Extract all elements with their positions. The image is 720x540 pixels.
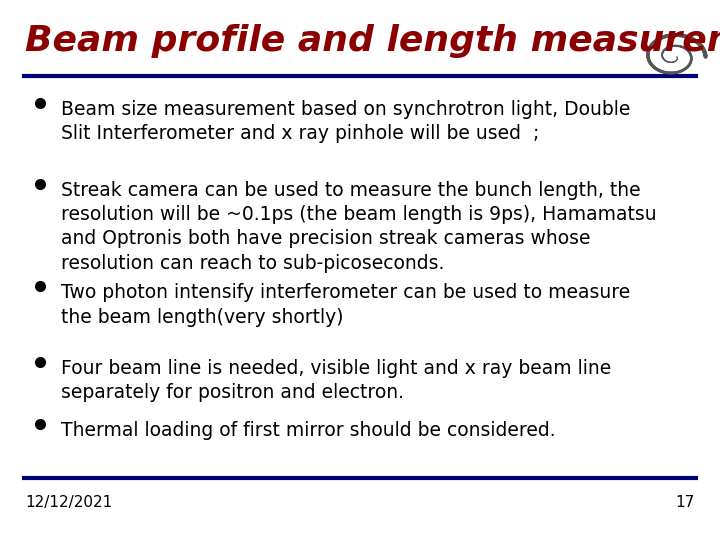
Text: 12/12/2021: 12/12/2021 <box>25 495 112 510</box>
Text: Thermal loading of first mirror should be considered.: Thermal loading of first mirror should b… <box>61 421 556 440</box>
Text: Beam size measurement based on synchrotron light, Double
Slit Interferometer and: Beam size measurement based on synchrotr… <box>61 100 631 143</box>
Text: Four beam line is needed, visible light and x ray beam line
separately for posit: Four beam line is needed, visible light … <box>61 359 611 402</box>
Text: Beam profile and length measurement: Beam profile and length measurement <box>25 24 720 58</box>
Text: Two photon intensify interferometer can be used to measure
the beam length(very : Two photon intensify interferometer can … <box>61 284 631 327</box>
Text: 17: 17 <box>675 495 695 510</box>
Text: Streak camera can be used to measure the bunch length, the
resolution will be ~0: Streak camera can be used to measure the… <box>61 181 657 273</box>
